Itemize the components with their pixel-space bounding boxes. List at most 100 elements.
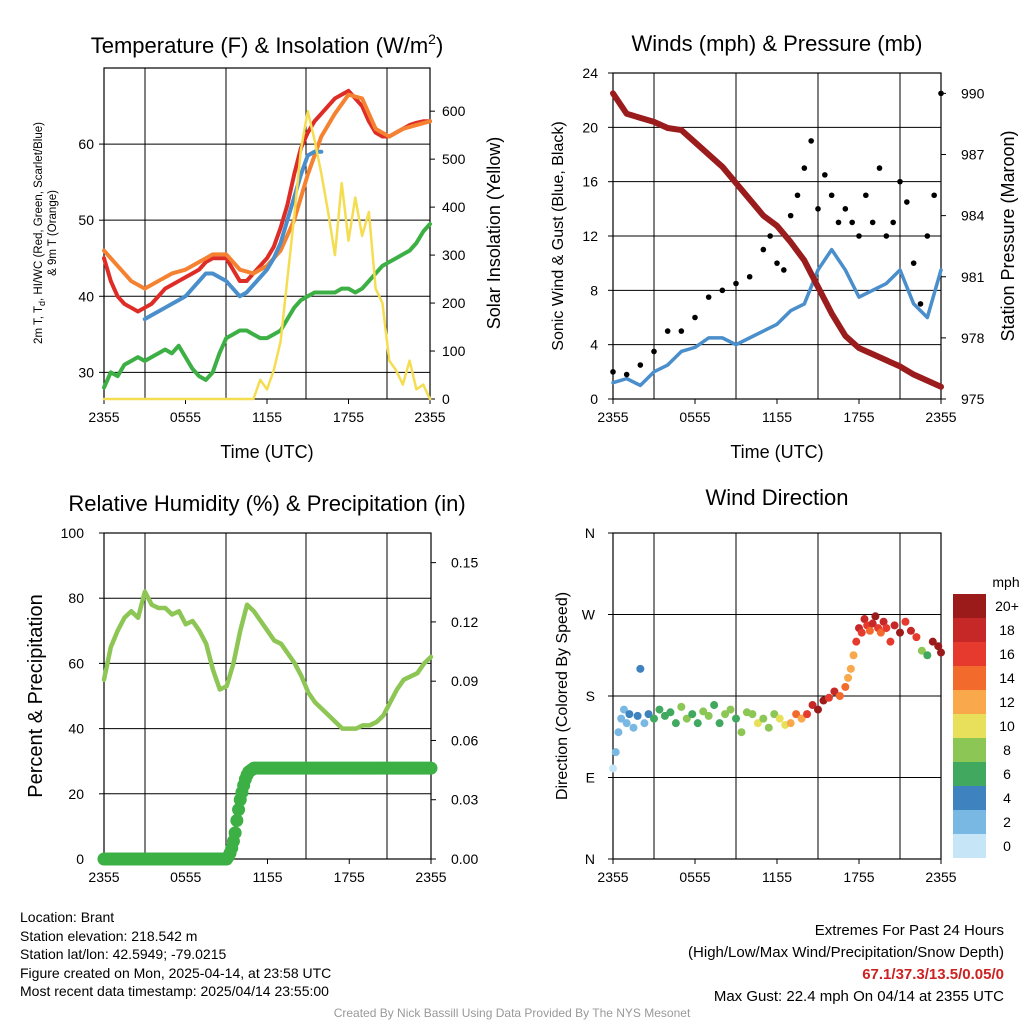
direction-panel [612, 532, 942, 860]
gust-point [876, 165, 883, 171]
direction-point [857, 628, 866, 637]
y-right-tick-label: 0.00 [451, 851, 478, 867]
direction-point [906, 626, 915, 635]
y-tick-label: S [586, 688, 595, 704]
direction-point [846, 664, 855, 673]
pressure-line [610, 90, 944, 390]
y-right-tick-label: 400 [442, 199, 466, 215]
direction-title: Wind Direction [705, 485, 848, 510]
colorbar-label: 2 [1003, 814, 1011, 830]
y-left-tick-label: 100 [61, 525, 85, 541]
gust-point [931, 192, 937, 199]
direction-point [896, 628, 904, 637]
direction-point [617, 714, 626, 723]
direction-point [650, 714, 658, 723]
x-tick-label: 2355 [597, 869, 628, 885]
y-right-tick-label: 990 [961, 85, 985, 101]
gust-point [623, 371, 630, 378]
gust-point [610, 369, 616, 375]
direction-point [753, 719, 762, 728]
gust-point [869, 219, 876, 226]
extremes-info: Extremes For Past 24 Hours (High/Low/Max… [688, 920, 1004, 1008]
x-tick-label: 2355 [925, 409, 956, 425]
extremes-title: Extremes For Past 24 Hours [814, 922, 1004, 939]
x-tick-label: 2355 [925, 869, 956, 885]
x-tick-label: 1755 [334, 869, 365, 885]
direction-point [824, 693, 833, 702]
humidity-title: Relative Humidity (%) & Precipitation (i… [68, 491, 465, 516]
extremes-values: 67.1/37.3/13.5/0.05/0 [862, 966, 1004, 983]
gust-point [733, 280, 739, 287]
colorbar-swatch [953, 618, 986, 642]
direction-point [688, 710, 697, 719]
direction-point [625, 710, 634, 719]
x-tick-label: 1155 [762, 869, 792, 885]
y-left-tick-label: 40 [78, 288, 94, 304]
x-tick-label: 2355 [88, 869, 119, 885]
direction-point [715, 719, 724, 728]
x-tick-label: 0555 [170, 409, 201, 425]
x-tick-label: 0555 [679, 869, 710, 885]
direction-point [611, 748, 620, 757]
colorbar-label: 12 [999, 694, 1015, 710]
direction-point [655, 705, 664, 714]
direction-point [622, 719, 631, 728]
gust-point [897, 178, 903, 185]
y-left-tick-label: 60 [78, 136, 94, 152]
gust-point [801, 165, 808, 171]
gust-point [904, 199, 910, 205]
direction-point [814, 705, 822, 714]
gust-point [719, 287, 726, 294]
colorbar-swatch [953, 690, 986, 714]
temp-series-line [102, 221, 432, 390]
direction-point [901, 617, 910, 626]
station-info: Location: Brant Station elevation: 218.5… [20, 908, 331, 1001]
x-tick-label: 0555 [170, 869, 201, 885]
direction-point [871, 612, 880, 621]
direction-point [934, 642, 943, 651]
y-right-tick-label: 0.12 [451, 614, 478, 630]
gust-point [787, 212, 794, 219]
y-right-tick-label: 500 [442, 151, 466, 167]
colorbar-label: 8 [1003, 742, 1011, 758]
colorbar-label: 16 [999, 646, 1015, 662]
gust-point [828, 192, 835, 199]
direction-point [865, 626, 874, 635]
gust-point [678, 328, 685, 334]
y-left-tick-label: 20 [68, 786, 84, 802]
colorbar-label: 0 [1003, 838, 1011, 854]
gust-point [746, 273, 753, 280]
gust-point [842, 206, 849, 212]
direction-point [775, 714, 784, 723]
latlon-text: Station lat/lon: 42.5949; -79.0215 [20, 946, 227, 962]
direction-point [640, 719, 649, 728]
direction-point [886, 637, 895, 646]
plot-frame [103, 532, 432, 860]
direction-point [721, 710, 730, 719]
x-tick-label: 1755 [843, 409, 874, 425]
direction-point [699, 707, 708, 716]
gust-point [856, 233, 862, 239]
colorbar-swatch [953, 810, 986, 834]
location-text: Location: Brant [20, 909, 115, 925]
precip-point [230, 813, 244, 827]
colorbar-swatch [953, 762, 986, 786]
direction-point [770, 710, 779, 719]
x-tick-label: 1755 [843, 869, 874, 885]
direction-point [868, 619, 877, 628]
x-tick-label: 1155 [762, 409, 792, 425]
humidity-line [101, 589, 434, 731]
direction-point [619, 705, 628, 714]
colorbar-label: 6 [1003, 766, 1011, 782]
y-left-tick-label: 40 [68, 721, 84, 737]
direction-point [835, 692, 844, 700]
direction-point [912, 633, 921, 642]
colorbar-swatch [953, 666, 986, 690]
direction-point [830, 687, 839, 696]
y-tick-label: W [582, 607, 596, 623]
x-tick-label: 2355 [597, 409, 628, 425]
y-left-axis-label: 2m T, Td, HI/WC (Red, Green, Scarlet/Blu… [33, 122, 47, 344]
gust-point [760, 246, 767, 253]
x-axis-label: Time (UTC) [220, 442, 313, 462]
direction-point [876, 628, 885, 637]
